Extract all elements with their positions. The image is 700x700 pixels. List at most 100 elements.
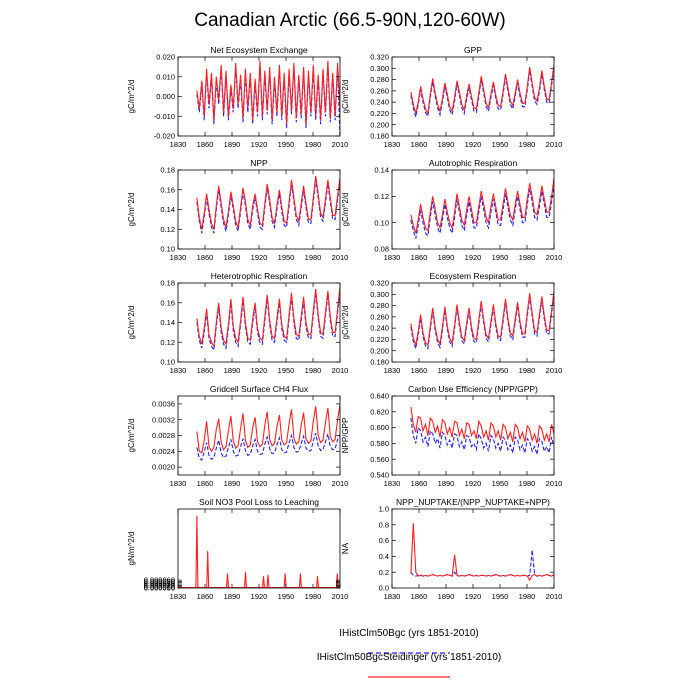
- x-tick-label: 1860: [197, 253, 214, 262]
- y-axis-label: gC/m^2/d: [127, 419, 136, 453]
- series-line-steidinger: [196, 175, 340, 230]
- figure-title: Canadian Arctic (66.5-90N,120-60W): [194, 10, 506, 31]
- x-tick-label: 1860: [197, 592, 214, 601]
- x-tick-label: 1920: [251, 592, 268, 601]
- y-tick-label: 0.020: [156, 53, 175, 62]
- x-tick-label: 1920: [251, 366, 268, 375]
- x-tick-label: 1980: [305, 479, 322, 488]
- y-axis-label: gC/m^2/d: [127, 306, 136, 340]
- y-tick-label: 0.18: [160, 166, 175, 175]
- series-line-bgc: [196, 179, 340, 234]
- x-tick-label: 1830: [384, 592, 401, 601]
- x-tick-label: 1890: [438, 479, 455, 488]
- y-tick-label: 0.540: [370, 471, 389, 480]
- panel-9: Soil NO3 Pool Loss to Leaching 1830 1860 18…: [127, 497, 348, 601]
- y-tick-label: 0.08: [374, 245, 389, 254]
- y-tick-label: 0.4: [379, 552, 389, 561]
- y-axis-label: NA: [341, 542, 350, 554]
- x-tick-label: 1890: [224, 366, 241, 375]
- x-tick-label: 1860: [197, 140, 214, 149]
- panel-7: Gridcell Surface CH4 Flux 1830 1860 1890 192…: [127, 384, 348, 488]
- y-tick-label: 0.200: [370, 346, 389, 355]
- y-axis-label: gC/m^2/d: [127, 193, 136, 227]
- x-tick-label: 1830: [170, 253, 187, 262]
- series-line-steidinger: [410, 64, 554, 116]
- x-tick-label: 1920: [465, 253, 482, 262]
- series-group: [196, 286, 340, 352]
- x-tick-label: 1890: [438, 140, 455, 149]
- x-tick-label: 1980: [519, 140, 536, 149]
- panel-title: Gridcell Surface CH4 Flux: [210, 384, 309, 394]
- x-tick-label: 1860: [411, 479, 428, 488]
- y-tick-label: 0.0020: [152, 463, 175, 472]
- x-tick-label: 1830: [170, 366, 187, 375]
- x-tick-label: 1830: [384, 479, 401, 488]
- y-tick-label: 0.320: [370, 279, 389, 288]
- x-tick-label: 1980: [519, 366, 536, 375]
- series-line-steidinger: [410, 177, 554, 234]
- x-tick-label: 1980: [305, 592, 322, 601]
- y-tick-label: 0.12: [160, 338, 175, 347]
- x-tick-label: 2010: [332, 479, 349, 488]
- spike-mark: [261, 576, 266, 588]
- y-tick-label: 0.6: [379, 536, 389, 545]
- x-tick-label: 1890: [438, 592, 455, 601]
- series-group: [196, 60, 340, 136]
- panel-title: Heterotrophic Respiration: [211, 271, 308, 281]
- series-line-steidinger: [196, 286, 340, 348]
- y-tick-label: 0.12: [374, 192, 389, 201]
- spike-mark: [266, 574, 270, 588]
- panel-title: Ecosystem Respiration: [430, 271, 517, 281]
- y-tick-label: 0.200: [370, 120, 389, 129]
- y-tick-label: 0.000040: [144, 578, 175, 587]
- x-tick-label: 1860: [411, 253, 428, 262]
- y-tick-label: 0.0: [379, 584, 389, 593]
- y-tick-label: -0.010: [154, 112, 175, 121]
- panel-title: NPP_NUPTAKE/(NPP_NUPTAKE+NPP): [396, 497, 550, 507]
- y-tick-label: 0.180: [370, 132, 389, 141]
- y-tick-label: 0.14: [160, 318, 175, 327]
- spike-mark: [335, 573, 339, 588]
- y-axis-label: gC/m^2/d: [341, 80, 350, 114]
- panel-title: Carbon Use Efficiency (NPP/GPP): [408, 384, 538, 394]
- series-line-bgc: [410, 550, 554, 577]
- y-tick-label: 0.220: [370, 335, 389, 344]
- y-tick-label: 0.260: [370, 86, 389, 95]
- panel-1: Net Ecosystem Exchange 1830 1860 1890 1920 19…: [127, 45, 348, 149]
- x-tick-label: 2010: [332, 366, 349, 375]
- x-tick-label: 1920: [251, 479, 268, 488]
- x-tick-label: 1860: [411, 140, 428, 149]
- y-axis-label: gC/m^2/d: [341, 306, 350, 340]
- panel-title: Soil NO3 Pool Loss to Leaching: [199, 497, 319, 507]
- series-line-bgc: [410, 68, 554, 118]
- x-tick-label: 2010: [546, 140, 563, 149]
- legend-label: IHistClm50Bgc (yrs 1851-2010): [339, 628, 479, 639]
- series-line-bgc: [410, 295, 554, 351]
- x-tick-label: 1920: [251, 140, 268, 149]
- x-tick-label: 1950: [278, 366, 295, 375]
- y-tick-label: 0.10: [374, 218, 389, 227]
- x-tick-label: 1920: [465, 479, 482, 488]
- y-tick-label: 0.580: [370, 439, 389, 448]
- y-axis-label: gN/m^2/d: [127, 532, 136, 566]
- x-tick-label: 2010: [332, 253, 349, 262]
- x-tick-label: 1830: [170, 479, 187, 488]
- spike-mark: [195, 515, 199, 588]
- series-line-bgc: [410, 418, 554, 456]
- y-tick-label: 0.260: [370, 312, 389, 321]
- series-line-steidinger: [196, 404, 340, 454]
- x-tick-label: 1890: [224, 592, 241, 601]
- panel-title: Net Ecosystem Exchange: [210, 45, 308, 55]
- x-tick-label: 1950: [492, 592, 509, 601]
- x-tick-label: 1830: [384, 366, 401, 375]
- x-tick-label: 1920: [251, 253, 268, 262]
- y-tick-label: 0.000010: [144, 582, 175, 591]
- y-tick-label: 0.18: [160, 279, 175, 288]
- y-tick-label: 0.0028: [152, 431, 175, 440]
- y-tick-label: 0.600: [370, 423, 389, 432]
- x-tick-label: 1980: [519, 253, 536, 262]
- y-tick-label: 0.240: [370, 324, 389, 333]
- x-tick-label: 1950: [492, 479, 509, 488]
- y-tick-label: 0.14: [160, 205, 175, 214]
